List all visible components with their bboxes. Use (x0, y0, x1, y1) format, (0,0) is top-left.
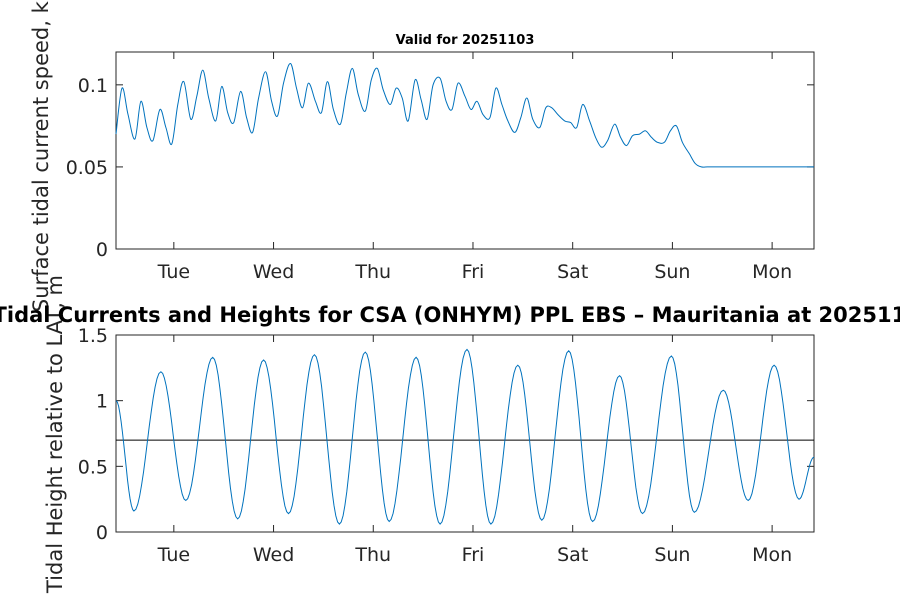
tidal-height-ticks (116, 334, 814, 533)
x-tick-label-thu: Thu (354, 544, 391, 566)
current-speed-ticks (116, 52, 814, 250)
x-tick-label-sat: Sat (557, 261, 588, 283)
y-tick-label: 0 (96, 239, 108, 261)
tidal-height-axes-frame (115, 334, 815, 533)
x-tick-label-mon: Mon (752, 261, 792, 283)
tidal-height-series-line (115, 348, 815, 525)
x-tick-label-fri: Fri (462, 544, 485, 566)
tidal-height-y-tick-labels: 0 0.5 1 1.5 (78, 325, 108, 544)
x-tick-label-tue: Tue (157, 261, 190, 283)
x-tick-label-wed: Wed (253, 261, 294, 283)
current-speed-y-axis-label: Surface tidal current speed, kn (29, 0, 53, 312)
x-tick-label-thu: Thu (354, 261, 391, 283)
tidal-height-y-axis-label: Tidal Height relative to LAT, m (43, 275, 67, 594)
x-tick-label-fri: Fri (462, 261, 485, 283)
tidal-height-panel: 0 0.5 1 1.5 Tue Wed Thu Fri Sat Sun Mon Tidal Hei… (43, 275, 815, 594)
y-tick-label: 1 (96, 391, 108, 413)
x-tick-label-sat: Sat (557, 544, 588, 566)
tidal-height-x-tick-labels: Tue Wed Thu Fri Sat Sun Mon (157, 544, 793, 566)
y-tick-label: 0.05 (66, 157, 108, 179)
y-tick-label: 0.5 (78, 456, 108, 478)
x-tick-label-tue: Tue (157, 544, 190, 566)
figure-main-title: Tidal Currents and Heights for CSA (ONHY… (0, 303, 900, 327)
current-speed-y-tick-labels: 0 0.05 0.1 (66, 75, 108, 261)
x-tick-label-wed: Wed (253, 544, 294, 566)
current-speed-x-tick-labels: Tue Wed Thu Fri Sat Sun Mon (157, 261, 793, 283)
current-speed-panel: 0 0.05 0.1 Tue Wed Thu Fri Sat Sun Mon Valid for… (29, 0, 815, 312)
y-tick-label: 0.1 (78, 75, 108, 97)
current-speed-chart-title: Valid for 20251103 (396, 33, 535, 48)
y-tick-label: 0 (96, 522, 108, 544)
current-speed-series-line (115, 63, 814, 168)
current-speed-axes-frame (115, 51, 815, 250)
x-tick-label-sun: Sun (654, 261, 690, 283)
x-tick-label-mon: Mon (752, 544, 792, 566)
x-tick-label-sun: Sun (654, 544, 690, 566)
y-tick-label: 1.5 (78, 325, 108, 347)
